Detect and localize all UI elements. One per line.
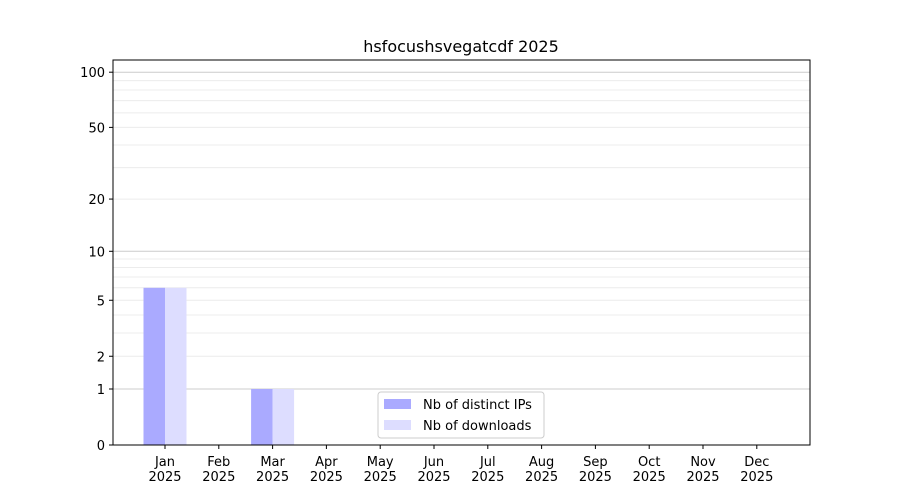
x-tick-label: Mar xyxy=(260,455,285,470)
bar-downloads xyxy=(272,389,295,445)
bar-downloads xyxy=(165,287,187,445)
x-tick-label: Jun xyxy=(423,455,444,470)
y-tick-label: 100 xyxy=(80,66,105,81)
x-tick-label: 2025 xyxy=(417,470,450,485)
x-tick-label: 2025 xyxy=(579,470,612,485)
x-tick-label: 2025 xyxy=(471,470,504,485)
y-tick-label: 5 xyxy=(97,294,105,309)
x-tick-label: Oct xyxy=(638,455,660,470)
x-tick-label: 2025 xyxy=(256,470,289,485)
x-tick-label: Jul xyxy=(479,455,496,470)
y-tick-label: 0 xyxy=(97,439,105,454)
legend-label: Nb of downloads xyxy=(423,419,532,434)
bar-distinct-ips xyxy=(143,287,165,445)
x-tick-label: Feb xyxy=(207,455,230,470)
x-tick-label: 2025 xyxy=(310,470,343,485)
x-tick-label: Jan xyxy=(154,455,175,470)
plot-frame xyxy=(112,59,811,446)
y-tick-label: 10 xyxy=(88,245,105,260)
bar-distinct-ips xyxy=(251,389,273,445)
x-tick-label: 2025 xyxy=(525,470,558,485)
y-tick-label: 1 xyxy=(97,383,105,398)
legend-swatch xyxy=(384,420,411,430)
x-tick-label: Sep xyxy=(583,455,608,470)
x-tick-label: 2025 xyxy=(686,470,719,485)
x-tick-label: 2025 xyxy=(202,470,235,485)
x-tick-label: 2025 xyxy=(740,470,773,485)
chart-title: hsfocushsvegatcdf 2025 xyxy=(363,37,559,56)
x-tick-label: 2025 xyxy=(633,470,666,485)
legend-box xyxy=(377,391,545,439)
legend: Nb of distinct IPs Nb of downloads xyxy=(377,391,545,439)
legend-swatch xyxy=(384,399,411,409)
legend-label: Nb of distinct IPs xyxy=(423,398,532,413)
x-tick-label: Aug xyxy=(529,455,554,470)
x-tick-label: May xyxy=(367,455,394,470)
y-tick-label: 20 xyxy=(88,193,105,208)
x-tick-label: Apr xyxy=(315,455,338,470)
x-tick-label: 2025 xyxy=(364,470,397,485)
x-tick-label: Dec xyxy=(744,455,769,470)
y-tick-label: 2 xyxy=(97,350,105,365)
x-tick-label: 2025 xyxy=(148,470,181,485)
y-tick-label: 50 xyxy=(88,121,105,136)
x-tick-label: Nov xyxy=(690,455,716,470)
